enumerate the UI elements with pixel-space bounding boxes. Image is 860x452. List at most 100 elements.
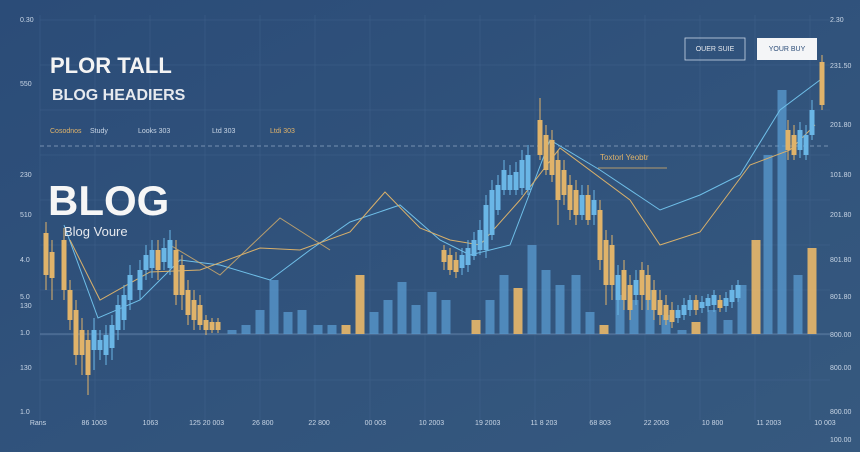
candle-body <box>543 135 549 170</box>
bottom-axis-label: 1063 <box>143 420 159 427</box>
candle-body <box>79 330 85 355</box>
bottom-axis-label: 22 2003 <box>644 420 669 427</box>
line <box>63 79 821 319</box>
volume-bar <box>485 300 495 334</box>
candle-body <box>561 170 567 195</box>
tab[interactable]: Cosodnos <box>50 128 82 135</box>
candle-body <box>681 305 687 315</box>
volume-bar <box>441 300 451 334</box>
candle-body <box>669 310 675 322</box>
bottom-axis-label: 10 2003 <box>419 420 444 427</box>
candle-body <box>459 255 465 268</box>
candle-body <box>699 302 705 308</box>
volume-bar <box>723 320 733 334</box>
candles <box>43 55 825 395</box>
candle-body <box>197 305 203 325</box>
tab[interactable]: Ltd 303 <box>212 128 235 135</box>
volume-bar <box>777 90 787 334</box>
candle-body <box>507 175 513 190</box>
right-axis-label: 800.00 <box>830 365 852 372</box>
candle-body <box>137 270 143 290</box>
volume-bar <box>807 248 817 334</box>
candle-body <box>549 140 555 175</box>
candle-body <box>573 190 579 215</box>
volume-bar <box>555 285 565 334</box>
volume-bar <box>355 275 365 334</box>
candle-body <box>167 240 173 268</box>
volume-bar <box>691 322 701 334</box>
bottom-axis-label: 11 8 203 <box>531 420 558 427</box>
candle-body <box>525 155 531 190</box>
bottom-axis-label: 125 20 003 <box>189 420 224 427</box>
candle-body <box>501 170 507 190</box>
candle-body <box>603 240 609 285</box>
candle-body <box>143 255 149 270</box>
volume-bar <box>677 330 687 334</box>
title: BLOG <box>48 177 169 224</box>
candle-body <box>567 185 573 210</box>
bottom-axis-label: 68 803 <box>589 420 611 427</box>
candle-body <box>115 305 121 330</box>
volume-bar <box>615 295 625 334</box>
volume-bar <box>513 288 523 334</box>
candle-body <box>519 160 525 188</box>
button-label[interactable]: YOUR BUY <box>769 46 806 53</box>
candle-body <box>705 298 711 306</box>
candle-body <box>663 305 669 320</box>
volume-bar <box>227 330 237 334</box>
bottom-axis-label: 11 2003 <box>756 420 781 427</box>
candle-body <box>735 285 741 298</box>
button-label[interactable]: OUER SUIE <box>696 46 735 53</box>
candle-body <box>127 275 133 300</box>
candle-body <box>73 310 79 355</box>
candle-body <box>585 195 591 220</box>
bottom-axis-label: 86 1003 <box>82 420 107 427</box>
left-axis-label: 230 <box>20 172 32 179</box>
volume-bar <box>397 282 407 334</box>
candle-body <box>687 300 693 310</box>
left-axis-label: 0.30 <box>20 17 34 24</box>
candle-body <box>203 320 209 330</box>
candle-body <box>91 330 97 350</box>
candle-body <box>803 135 809 155</box>
volume-bar <box>751 240 761 334</box>
bottom-axis-label: 10 800 <box>702 420 724 427</box>
volume-bar <box>585 312 595 334</box>
candle-body <box>173 250 179 295</box>
right-axis-label: 801.80 <box>830 257 852 264</box>
bottom-axis-label: 19 2003 <box>475 420 500 427</box>
volume-bar <box>427 292 437 334</box>
button-outline[interactable] <box>684 37 746 61</box>
left-axis-label: 1.0 <box>20 409 30 416</box>
candle-body <box>579 195 585 215</box>
volume-bar <box>527 245 537 334</box>
volume-bar <box>297 310 307 334</box>
candle-body <box>215 322 221 330</box>
right-axis-label: 231.50 <box>830 63 852 70</box>
candle-body <box>621 270 627 300</box>
candle-body <box>61 240 67 290</box>
volume-bar <box>499 275 509 334</box>
tagline: Blog Voure <box>64 224 128 239</box>
candle-body <box>785 130 791 150</box>
bottom-axis-label: Rans <box>30 420 47 427</box>
candle-body <box>49 252 55 278</box>
right-axis-label: 800.00 <box>830 409 852 416</box>
volume-bar <box>707 310 717 334</box>
volume-bar <box>599 325 609 334</box>
candle-body <box>657 300 663 315</box>
candle-body <box>797 130 803 150</box>
tab[interactable]: Study <box>90 128 108 135</box>
tab[interactable]: Looks 303 <box>138 128 170 135</box>
volume-bar <box>763 155 773 334</box>
bottom-axis-label: 10 003 <box>814 420 836 427</box>
volume-bar <box>269 280 279 334</box>
volume-bar <box>571 275 581 334</box>
candle-body <box>675 310 681 318</box>
tab[interactable]: Ltdi 303 <box>270 128 295 135</box>
candle-body <box>489 190 495 235</box>
line <box>169 217 331 276</box>
candle-body <box>495 185 501 210</box>
button-filled[interactable] <box>757 38 817 60</box>
